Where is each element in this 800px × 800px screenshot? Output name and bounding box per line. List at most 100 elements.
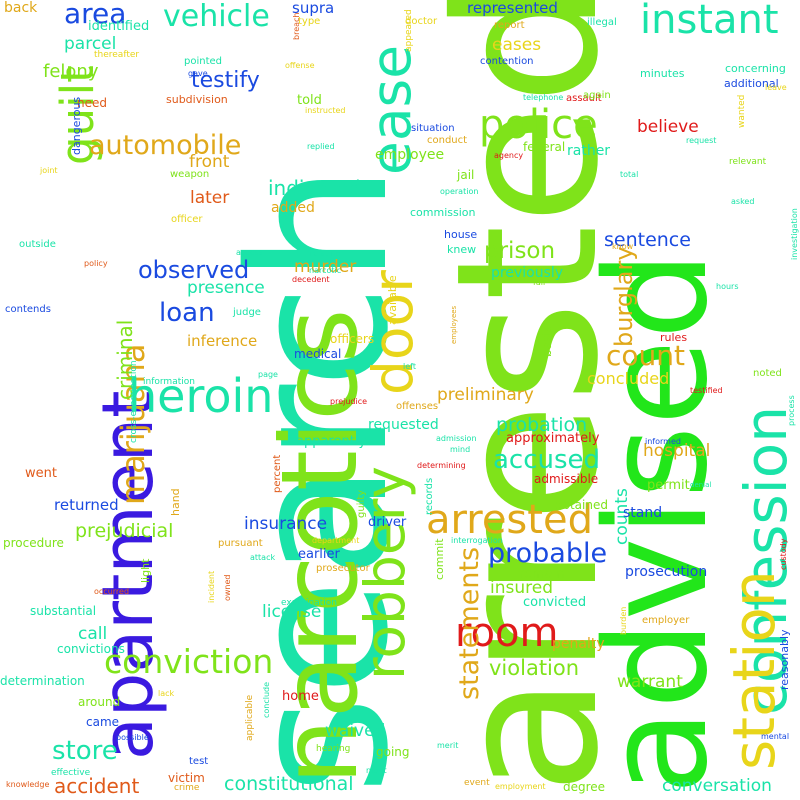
cloud-word: arrested — [426, 497, 593, 543]
cloud-word: police — [479, 102, 598, 148]
cloud-word: eases — [492, 35, 542, 55]
cloud-word: pointed — [184, 56, 223, 67]
cloud-word: represented — [467, 0, 558, 17]
cloud-word: officer — [171, 214, 203, 225]
cloud-word: supra — [292, 0, 335, 17]
cloud-word: fair — [533, 278, 547, 287]
cloud-word: need — [77, 96, 107, 110]
cloud-word: department — [312, 536, 360, 545]
cloud-word: contention — [480, 56, 534, 67]
cloud-word: situation — [411, 123, 455, 134]
cloud-word: type — [298, 16, 321, 27]
cloud-word: outside — [19, 239, 56, 250]
cloud-word: additional — [724, 77, 779, 90]
cloud-word: remain — [519, 567, 565, 582]
cloud-word: subdivision — [166, 93, 228, 106]
cloud-word: murder — [294, 257, 357, 277]
cloud-word: attack — [250, 553, 276, 562]
cloud-word: call — [78, 624, 108, 644]
cloud-word: conversation — [662, 776, 772, 796]
cloud-word: reasonably — [778, 629, 791, 690]
cloud-word: illegal — [587, 17, 617, 28]
cloud-word: mind — [450, 445, 471, 454]
cloud-word: minutes — [640, 67, 685, 80]
cloud-word: came — [86, 715, 120, 729]
cloud-word: occurred — [94, 587, 130, 596]
cloud-word: possible — [116, 733, 149, 742]
cloud-word: employees — [450, 305, 458, 344]
cloud-word: procedure — [3, 536, 64, 550]
cloud-word: returned — [54, 496, 119, 514]
cloud-word: area — [64, 0, 127, 30]
cloud-word: probation — [496, 414, 588, 436]
cloud-word: gave — [188, 69, 208, 78]
cloud-word: previously — [491, 265, 564, 281]
cloud-word: hand — [169, 488, 182, 516]
cloud-word: process — [787, 395, 796, 426]
cloud-word: added — [271, 200, 315, 216]
cloud-word: heroin — [128, 369, 274, 423]
cloud-word: prosecution — [625, 564, 708, 580]
cloud-word: indicated — [268, 176, 361, 200]
cloud-word: store — [52, 736, 118, 766]
cloud-word: wanted — [737, 94, 747, 128]
cloud-word: report — [494, 20, 525, 31]
cloud-word: know — [612, 242, 634, 251]
cloud-word: total — [620, 170, 639, 179]
cloud-word: preliminary — [437, 385, 534, 405]
cloud-word: thereafter — [94, 50, 140, 60]
cloud-word: later — [190, 188, 230, 208]
cloud-word: parcel — [64, 34, 117, 54]
cloud-word: convicted — [523, 595, 587, 610]
cloud-word: rules — [660, 331, 688, 344]
cloud-word: obtained — [555, 498, 608, 512]
cloud-word: event — [464, 778, 490, 788]
cloud-word: informed — [645, 437, 681, 446]
cloud-word: appeared — [404, 9, 414, 52]
cloud-word: loan — [159, 298, 215, 328]
cloud-word: examination — [281, 598, 337, 608]
cloud-word: stand — [623, 505, 663, 521]
cloud-word: instant — [640, 0, 779, 43]
cloud-word: presence — [187, 278, 265, 298]
cloud-word: doctor — [405, 16, 438, 27]
cloud-word: vehicle — [163, 0, 270, 34]
cloud-word: page — [258, 370, 278, 379]
cloud-word: commission — [410, 206, 476, 219]
cloud-word: test — [189, 756, 209, 767]
cloud-word: applicable — [245, 694, 255, 741]
cloud-word: probable — [488, 538, 608, 569]
cloud-word: approximately — [506, 431, 600, 446]
cloud-word: denial — [690, 481, 712, 489]
cloud-word: knew — [447, 243, 477, 256]
cloud-word: crime — [174, 783, 200, 793]
cloud-word: request — [686, 136, 717, 145]
cloud-word: night — [366, 766, 387, 775]
cloud-word: prejudicial — [75, 520, 174, 542]
cloud-word: felony — [43, 61, 99, 82]
cloud-word: concerning — [725, 62, 786, 75]
cloud-word: asked — [731, 197, 755, 206]
cloud-word: light — [139, 558, 152, 583]
cloud-word: available — [386, 275, 399, 325]
cloud-word: instructed — [305, 106, 346, 115]
cloud-word: owned — [223, 574, 232, 601]
cloud-word: mental — [761, 732, 790, 741]
cloud-word: basis — [540, 326, 554, 357]
cloud-word: assault — [566, 93, 602, 104]
cloud-word: medical — [294, 347, 342, 361]
cloud-word: joint — [40, 166, 58, 175]
cloud-word: access — [236, 248, 263, 257]
cloud-word: replied — [307, 142, 335, 151]
cloud-word: incident — [207, 570, 216, 603]
cloud-word: prosecutor — [316, 563, 370, 574]
cloud-word: degree — [563, 780, 606, 794]
cloud-word: going — [376, 745, 410, 759]
cloud-word: leave — [765, 83, 787, 92]
cloud-word: admission — [436, 434, 477, 443]
cloud-word: hours — [716, 282, 739, 291]
cloud-word: pursuant — [218, 538, 263, 549]
cloud-word: jail — [457, 168, 475, 182]
cloud-word: count — [606, 339, 685, 372]
cloud-word: telephone — [523, 93, 564, 102]
